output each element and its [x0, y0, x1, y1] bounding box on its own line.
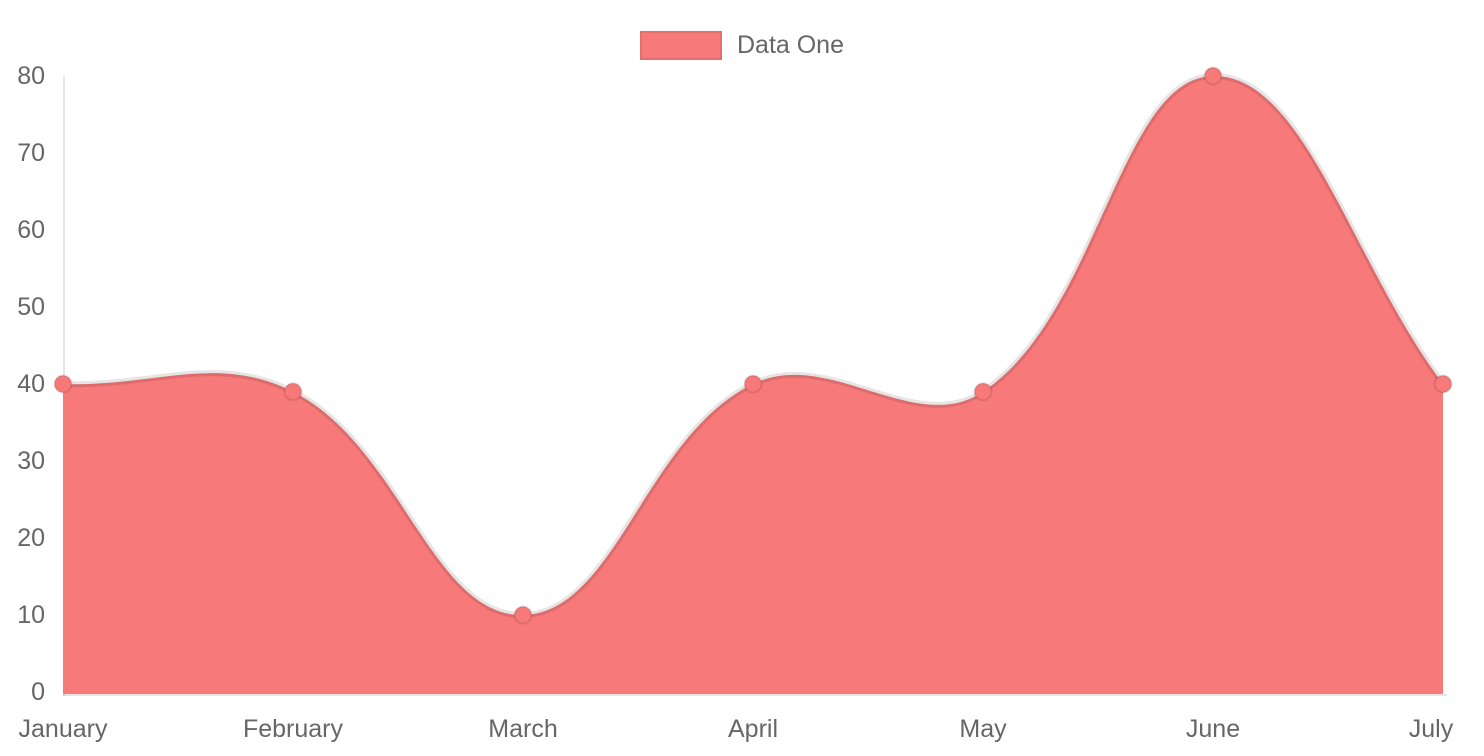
y-axis-tick-label: 20: [17, 524, 45, 552]
y-axis-tick-label: 70: [17, 139, 45, 167]
data-point[interactable]: [1433, 374, 1453, 394]
y-axis-tick-label: 80: [17, 62, 45, 90]
x-axis-label: February: [242, 715, 344, 743]
legend[interactable]: Data One: [0, 31, 1484, 60]
data-point[interactable]: [743, 374, 763, 394]
data-point[interactable]: [283, 382, 303, 402]
x-axis-label: January: [18, 715, 108, 743]
x-axis-label: April: [727, 715, 778, 743]
x-axis-label: May: [959, 715, 1007, 743]
x-axis-label: July: [1408, 715, 1454, 743]
x-axis-label: June: [1185, 715, 1241, 743]
data-point[interactable]: [513, 605, 533, 625]
data-point[interactable]: [973, 382, 993, 402]
y-axis-tick-label: 40: [17, 370, 45, 398]
legend-label: Data One: [736, 31, 844, 59]
y-axis-tick-label: 10: [17, 601, 45, 629]
y-axis-tick-label: 60: [17, 216, 45, 244]
y-axis-tick-label: 30: [17, 447, 45, 475]
data-point[interactable]: [1203, 66, 1223, 86]
y-axis-tick-label: 0: [31, 678, 45, 706]
y-axis-tick-label: 50: [17, 293, 45, 321]
x-axis-label: March: [488, 715, 558, 743]
data-point[interactable]: [53, 374, 73, 394]
legend-color-swatch: [639, 31, 722, 60]
